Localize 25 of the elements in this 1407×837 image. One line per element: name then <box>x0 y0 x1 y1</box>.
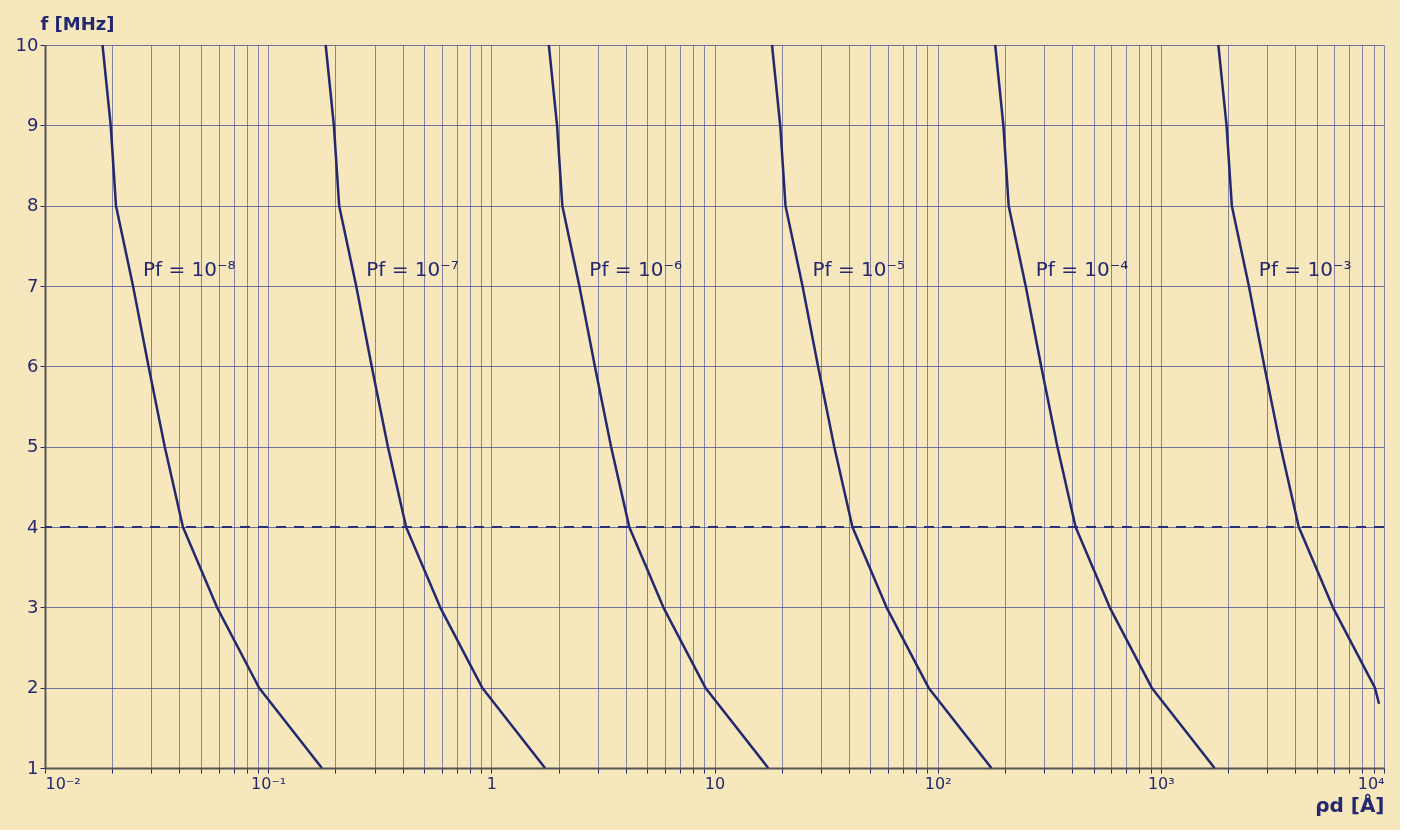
x-tick-label: 10² <box>924 773 952 793</box>
x-tick-label: 10³ <box>1147 773 1175 793</box>
y-tick-label: 8 <box>27 194 39 216</box>
y-tick-label: 2 <box>27 676 39 698</box>
y-axis-title: f [MHz] <box>40 12 115 34</box>
y-tick-label: 3 <box>27 595 39 617</box>
x-tick-label: 10⁻¹ <box>251 773 287 793</box>
series-label: Pf = 10⁻⁷ <box>366 257 459 281</box>
x-tick-label: 10 <box>704 773 726 793</box>
y-tick-label: 6 <box>27 354 39 376</box>
x-tick-label: 1 <box>486 773 497 793</box>
x-tick-label: 10⁻² <box>45 773 81 793</box>
y-tick-label: 10 <box>15 33 39 55</box>
y-tick-label: 9 <box>27 113 39 135</box>
y-tick-label: 4 <box>27 515 39 537</box>
series-label: Pf = 10⁻⁸ <box>143 257 236 281</box>
y-tick-label: 1 <box>27 756 39 778</box>
y-tick-label: 5 <box>27 435 39 457</box>
series-label: Pf = 10⁻⁴ <box>1035 257 1129 281</box>
series-label: Pf = 10⁻³ <box>1258 257 1352 281</box>
series-label: Pf = 10⁻⁶ <box>589 257 682 281</box>
x-tick-label: 10⁴ <box>1357 773 1385 793</box>
y-tick-label: 7 <box>27 274 39 296</box>
series-label: Pf = 10⁻⁵ <box>812 257 906 281</box>
x-axis-title: ρd [Å] <box>1315 792 1385 817</box>
